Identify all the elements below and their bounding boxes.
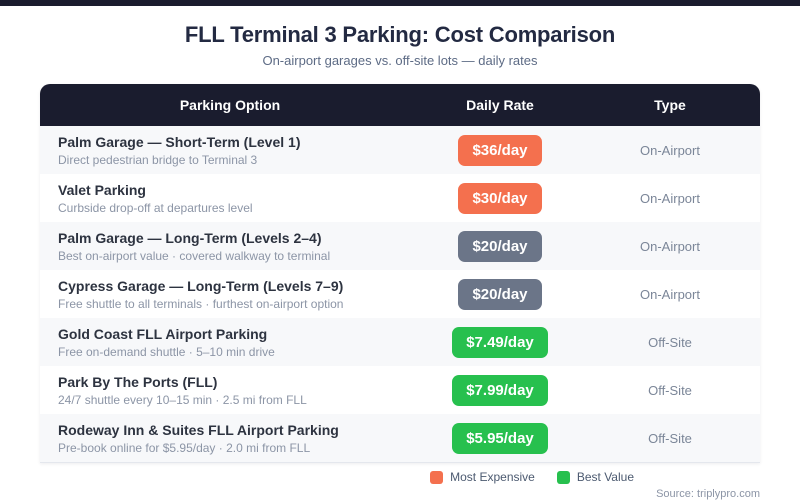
legend-swatch [430,470,444,484]
daily-rate-cell: $7.49/day [420,326,580,358]
legend-item: Most Expensive [430,470,535,484]
table-header-row: Parking Option Daily Rate Type [40,84,760,126]
daily-rate-badge: $20/day [458,278,542,310]
source-text: Source: triplypro.com [656,488,760,500]
parking-option-name: Valet Parking [58,181,146,198]
type-label: On-Airport [640,238,700,254]
page-title: FLL Terminal 3 Parking: Cost Comparison [184,22,616,47]
daily-rate-cell: $7.99/day [420,374,580,406]
daily-rate-cell: $30/day [420,182,580,214]
daily-rate-badge: $30/day [458,182,542,214]
daily-rate-badge: $36/day [458,134,542,166]
type-label: Off-Site [648,334,692,350]
legend-swatch [556,470,570,484]
parking-option-cell: Rodeway Inn & Suites FLL Airport Parking… [40,422,420,455]
table-row: Palm Garage — Short-Term (Level 1) Direc… [40,126,760,174]
legend-label: Best Value [576,470,634,484]
parking-option-cell: Park By The Ports (FLL) 24/7 shuttle eve… [40,374,420,407]
parking-option-cell: Palm Garage — Long-Term (Levels 2–4) Bes… [40,230,420,263]
parking-option-name: Gold Coast FLL Airport Parking [58,325,268,342]
legend-item: Best Value [556,470,634,484]
top-accent-bar [0,0,800,6]
parking-option-description: 24/7 shuttle every 10–15 min · 2.5 mi fr… [58,392,307,407]
table-row: Cypress Garage — Long-Term (Levels 7–9) … [40,270,760,318]
daily-rate-badge: $7.99/day [452,374,548,406]
parking-option-cell: Gold Coast FLL Airport Parking Free on-d… [40,326,420,359]
parking-option-description: Free on-demand shuttle · 5–10 min drive [58,344,275,359]
table-row: Palm Garage — Long-Term (Levels 2–4) Bes… [40,222,760,270]
legend-label: Most Expensive [450,470,535,484]
parking-option-description: Best on-airport value · covered walkway … [58,248,331,263]
parking-option-description: Free shuttle to all terminals · furthest… [58,296,344,311]
daily-rate-badge: $20/day [458,230,542,262]
daily-rate-cell: $5.95/day [420,422,580,454]
parking-option-cell: Cypress Garage — Long-Term (Levels 7–9) … [40,278,420,311]
parking-option-name: Palm Garage — Short-Term (Level 1) [58,133,301,150]
table-row: Gold Coast FLL Airport Parking Free on-d… [40,318,760,366]
column-header-daily-rate: Daily Rate [466,97,534,113]
daily-rate-badge: $7.49/day [452,326,548,358]
column-header-type: Type [654,97,686,113]
type-label: Off-Site [648,382,692,398]
parking-option-description: Pre-book online for $5.95/day · 2.0 mi f… [58,440,311,455]
daily-rate-badge: $5.95/day [452,422,548,454]
daily-rate-cell: $36/day [420,134,580,166]
type-label: On-Airport [640,190,700,206]
parking-option-cell: Palm Garage — Short-Term (Level 1) Direc… [40,134,420,167]
parking-option-description: Curbside drop-off at departures level [58,200,253,215]
parking-comparison-table: Parking Option Daily Rate Type Palm Gara… [40,84,760,463]
column-header-parking-option: Parking Option [179,97,281,113]
parking-option-name: Rodeway Inn & Suites FLL Airport Parking [58,421,339,438]
table-body: Palm Garage — Short-Term (Level 1) Direc… [40,126,760,463]
daily-rate-cell: $20/day [420,230,580,262]
type-label: Off-Site [648,430,692,446]
parking-option-name: Palm Garage — Long-Term (Levels 2–4) [58,229,322,246]
page-subtitle: On-airport garages vs. off-site lots — d… [262,53,538,68]
parking-option-name: Cypress Garage — Long-Term (Levels 7–9) [58,277,344,294]
parking-option-cell: Valet Parking Curbside drop-off at depar… [40,182,420,215]
table-row: Park By The Ports (FLL) 24/7 shuttle eve… [40,366,760,414]
table-row: Rodeway Inn & Suites FLL Airport Parking… [40,414,760,462]
type-label: On-Airport [640,142,700,158]
parking-option-name: Park By The Ports (FLL) [58,373,218,390]
daily-rate-cell: $20/day [420,278,580,310]
type-label: On-Airport [640,286,700,302]
parking-option-description: Direct pedestrian bridge to Terminal 3 [58,152,258,167]
table-row: Valet Parking Curbside drop-off at depar… [40,174,760,222]
legend: Most Expensive Best Value [40,470,760,484]
